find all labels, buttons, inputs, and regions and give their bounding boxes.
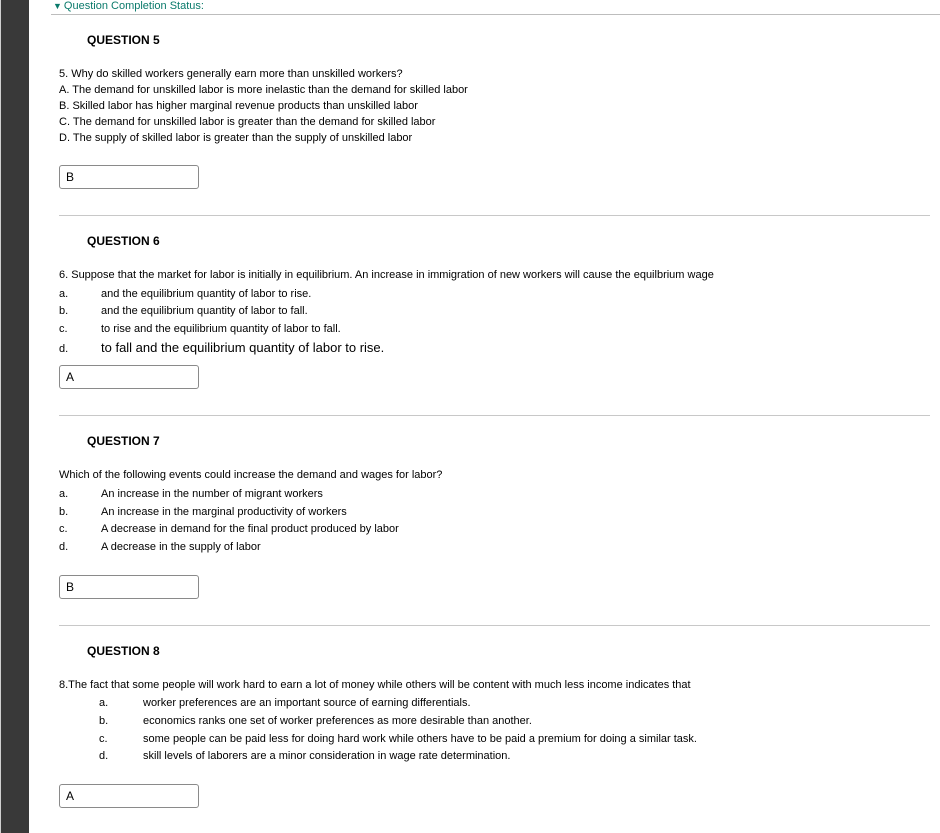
completion-status-bar[interactable]: ▼Question Completion Status:	[51, 0, 940, 15]
option-text: to fall and the equilibrium quantity of …	[77, 338, 384, 359]
option-letter: b.	[59, 504, 77, 522]
question-8-option-a: a. worker preferences are an important s…	[59, 695, 940, 713]
completion-status-label: Question Completion Status:	[64, 0, 204, 12]
question-5-answer-input[interactable]	[59, 165, 199, 189]
question-8-body: 8.The fact that some people will work ha…	[59, 678, 940, 766]
option-text: An increase in the number of migrant wor…	[77, 486, 323, 504]
question-8-options: a. worker preferences are an important s…	[59, 695, 940, 765]
option-letter: c.	[59, 521, 77, 539]
question-6-answer-input[interactable]	[59, 365, 199, 389]
question-6-option-b: b. and the equilibrium quantity of labor…	[59, 303, 940, 321]
question-5-option-b: B. Skilled labor has higher marginal rev…	[59, 99, 940, 115]
option-text: A decrease in the supply of labor	[77, 539, 261, 557]
left-dark-sidebar	[1, 0, 29, 833]
option-text: some people can be paid less for doing h…	[119, 731, 697, 749]
option-letter: a.	[59, 486, 77, 504]
question-6-option-a: a. and the equilibrium quantity of labor…	[59, 286, 940, 304]
option-text: economics ranks one set of worker prefer…	[119, 713, 532, 731]
question-8: QUESTION 8 8.The fact that some people w…	[51, 626, 940, 833]
question-5-stem: 5. Why do skilled workers generally earn…	[59, 67, 940, 83]
option-letter: a.	[59, 286, 77, 304]
option-letter: d.	[59, 748, 119, 766]
question-7-body: Which of the following events could incr…	[59, 468, 940, 556]
question-7-answer-input[interactable]	[59, 575, 199, 599]
question-8-option-c: c. some people can be paid less for doin…	[59, 731, 940, 749]
question-7-option-a: a. An increase in the number of migrant …	[59, 486, 940, 504]
question-7-options: a. An increase in the number of migrant …	[59, 486, 940, 556]
question-5-option-d: D. The supply of skilled labor is greate…	[59, 131, 940, 147]
question-6-stem: 6. Suppose that the market for labor is …	[59, 268, 940, 284]
option-letter: b.	[59, 713, 119, 731]
question-6-title: QUESTION 6	[87, 234, 940, 268]
question-8-answer-input[interactable]	[59, 784, 199, 808]
question-5-answer-wrap	[59, 165, 940, 189]
question-8-stem: 8.The fact that some people will work ha…	[59, 678, 940, 694]
option-letter: c.	[59, 321, 77, 339]
question-5: QUESTION 5 5. Why do skilled workers gen…	[51, 15, 940, 216]
question-8-option-d: d. skill levels of laborers are a minor …	[59, 748, 940, 766]
question-5-option-a: A. The demand for unskilled labor is mor…	[59, 83, 940, 99]
question-7-option-c: c. A decrease in demand for the final pr…	[59, 521, 940, 539]
option-letter: d.	[59, 341, 77, 359]
question-6-option-c: c. to rise and the equilibrium quantity …	[59, 321, 940, 339]
questions-container: QUESTION 5 5. Why do skilled workers gen…	[51, 15, 940, 833]
question-6-body: 6. Suppose that the market for labor is …	[59, 268, 940, 360]
option-letter: a.	[59, 695, 119, 713]
question-8-title: QUESTION 8	[87, 644, 940, 678]
question-5-option-c: C. The demand for unskilled labor is gre…	[59, 115, 940, 131]
option-text: and the equilibrium quantity of labor to…	[77, 303, 308, 321]
main-content: ▼Question Completion Status: QUESTION 5 …	[51, 0, 940, 833]
question-7-stem: Which of the following events could incr…	[59, 468, 940, 484]
left-gap	[29, 0, 51, 833]
question-6-options: a. and the equilibrium quantity of labor…	[59, 286, 940, 360]
option-letter: b.	[59, 303, 77, 321]
option-text: to rise and the equilibrium quantity of …	[77, 321, 341, 339]
option-text: skill levels of laborers are a minor con…	[119, 748, 510, 766]
option-text: An increase in the marginal productivity…	[77, 504, 347, 522]
option-letter: d.	[59, 539, 77, 557]
page-frame: ▼Question Completion Status: QUESTION 5 …	[0, 0, 940, 833]
question-8-answer-wrap	[59, 784, 940, 808]
option-text: worker preferences are an important sour…	[119, 695, 471, 713]
question-7-title: QUESTION 7	[87, 434, 940, 468]
question-5-body: 5. Why do skilled workers generally earn…	[59, 67, 940, 147]
option-text: A decrease in demand for the final produ…	[77, 521, 399, 539]
option-letter: c.	[59, 731, 119, 749]
question-7-option-b: b. An increase in the marginal productiv…	[59, 504, 940, 522]
option-text: and the equilibrium quantity of labor to…	[77, 286, 311, 304]
chevron-down-icon: ▼	[53, 1, 62, 11]
question-6: QUESTION 6 6. Suppose that the market fo…	[51, 216, 940, 417]
question-8-option-b: b. economics ranks one set of worker pre…	[59, 713, 940, 731]
question-6-answer-wrap	[59, 365, 940, 389]
question-6-option-d: d. to fall and the equilibrium quantity …	[59, 338, 940, 359]
question-7: QUESTION 7 Which of the following events…	[51, 416, 940, 625]
question-5-title: QUESTION 5	[87, 33, 940, 67]
question-7-answer-wrap	[59, 575, 940, 599]
question-7-option-d: d. A decrease in the supply of labor	[59, 539, 940, 557]
